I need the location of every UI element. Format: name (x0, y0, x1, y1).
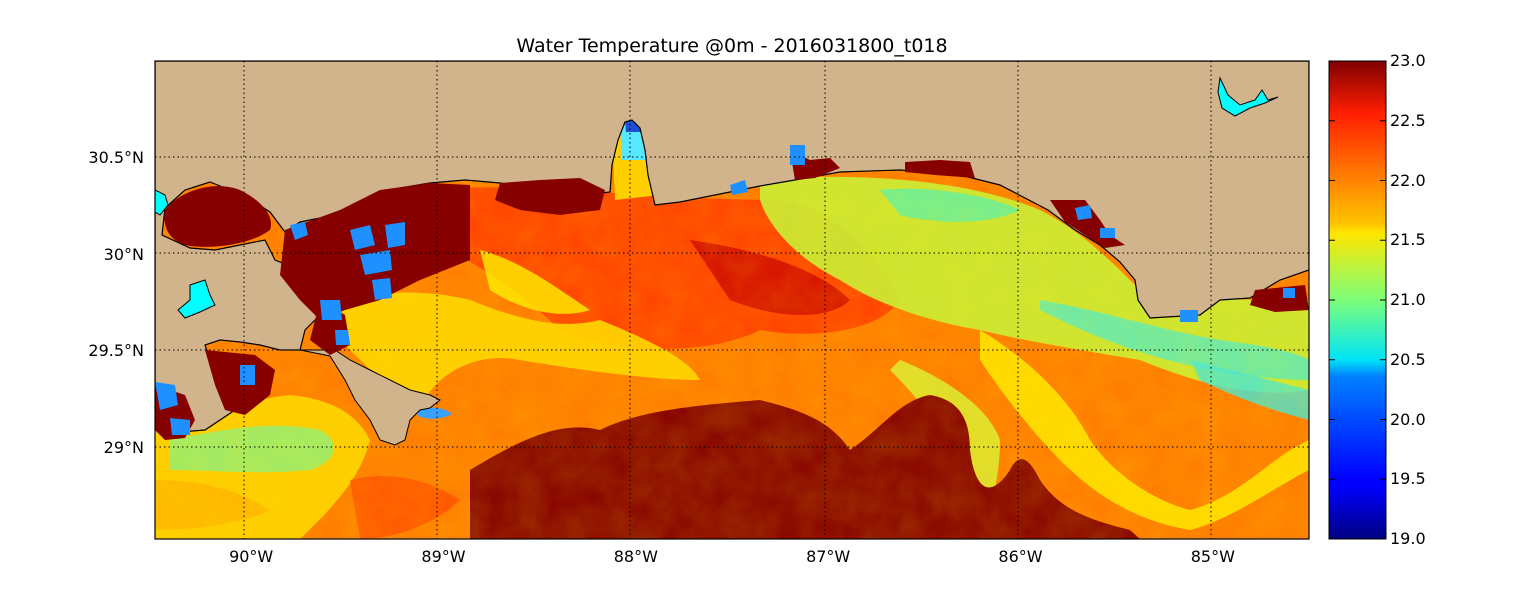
lat-tick-label: 30°N (103, 244, 144, 264)
colorbar-gradient (1329, 61, 1386, 539)
lat-tick-label: 29°N (103, 438, 144, 458)
map-frame (154, 60, 1310, 540)
map-title: Water Temperature @0m - 2016031800_t018 (516, 35, 948, 57)
colorbar-tick-label: 21.0 (1390, 290, 1426, 309)
lon-tick-label: 86°W (998, 547, 1043, 566)
lon-tick-label: 87°W (806, 547, 851, 566)
colorbar-tick-label: 21.5 (1390, 230, 1426, 250)
colorbar (1328, 60, 1387, 540)
lon-tick-label: 90°W (229, 547, 274, 566)
colorbar-tick-label: 22.5 (1390, 110, 1426, 130)
colorbar-tick-label: 20.0 (1390, 409, 1426, 429)
lat-tick-label: 30.5°N (88, 147, 144, 167)
delta-land (299, 349, 441, 446)
lakes (155, 76, 1279, 319)
colorbar-tick-label: 20.5 (1390, 349, 1426, 369)
bluewater-patches (155, 145, 1295, 435)
lat-tick-label: 29.5°N (88, 341, 144, 361)
gridlines (155, 61, 1309, 539)
lon-tick-label: 89°W (421, 547, 466, 566)
colorbar-tick-label: 23.0 (1390, 51, 1426, 70)
colorbar-tick-label: 19.0 (1390, 529, 1426, 548)
lon-tick-label: 85°W (1190, 547, 1235, 566)
colorbar-tick-label: 19.5 (1390, 469, 1426, 489)
colorbar-tick-label: 22.0 (1390, 170, 1426, 190)
map-panel (154, 60, 1310, 540)
temperature-field (155, 61, 1309, 539)
lon-tick-label: 88°W (613, 547, 658, 566)
